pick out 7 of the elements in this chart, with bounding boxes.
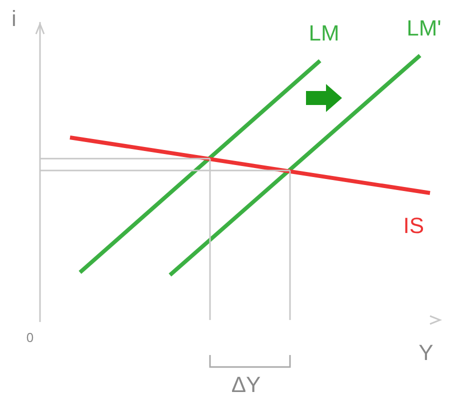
- series-label: IS: [403, 213, 424, 238]
- series-label: LM': [406, 15, 442, 40]
- y-axis-title: i: [12, 6, 16, 31]
- series-label: LM: [308, 20, 340, 46]
- x-axis-title: Y: [418, 340, 434, 365]
- text: 0: [26, 330, 34, 345]
- text: ΔY: [231, 372, 262, 397]
